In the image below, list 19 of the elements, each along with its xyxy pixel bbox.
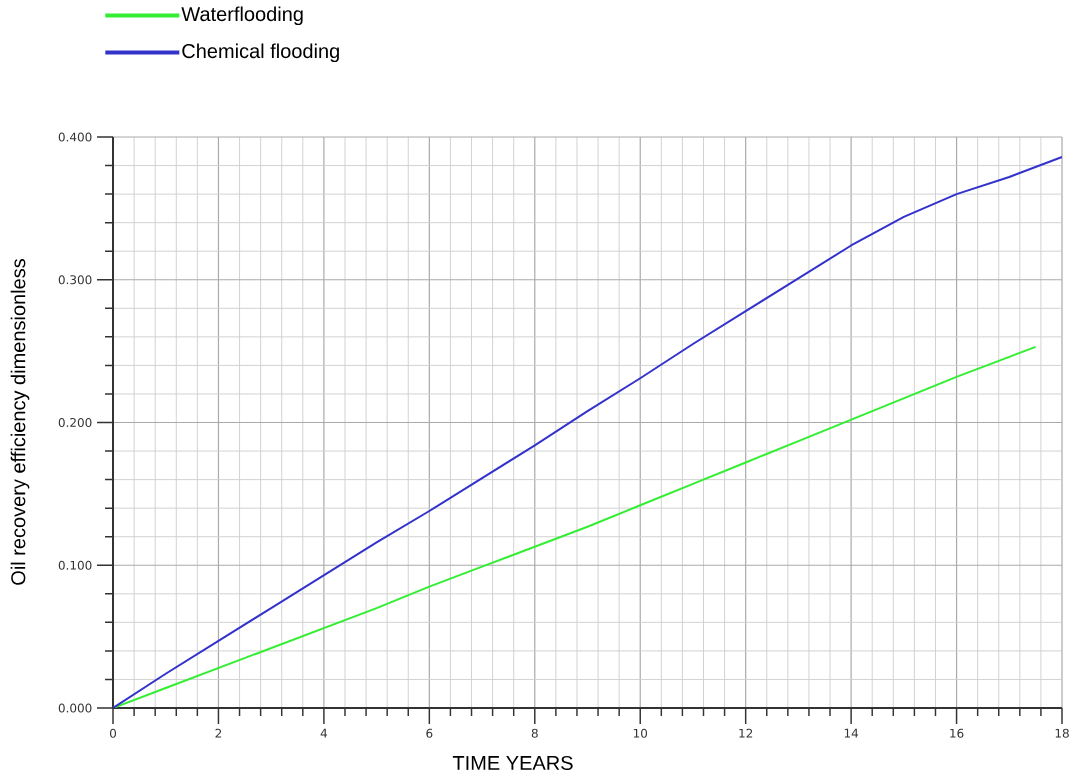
y-tick-label: 0.400 xyxy=(58,132,92,142)
x-tick-label: 4 xyxy=(320,728,328,738)
x-tick-label: 14 xyxy=(844,728,859,738)
x-tick-label: 10 xyxy=(633,728,648,738)
legend-label: Waterflooding xyxy=(181,6,303,26)
y-axis-title: Oil recovery efficiency dimensionless xyxy=(10,259,30,585)
x-tick-label: 8 xyxy=(531,728,538,738)
legend-label: Chemical flooding xyxy=(182,43,339,63)
y-tick-label: 0.200 xyxy=(58,417,92,428)
y-tick-label: 0.300 xyxy=(58,275,92,285)
x-tick-label: 12 xyxy=(739,728,753,738)
x-tick-label: 6 xyxy=(426,728,433,738)
x-tick-label: 16 xyxy=(950,728,964,738)
x-tick-label: 18 xyxy=(1055,728,1069,738)
x-axis-title: TIME YEARS xyxy=(452,755,573,771)
y-tick-label: 0.000 xyxy=(58,703,92,713)
y-tick-label: 0.100 xyxy=(58,560,92,570)
x-tick-label: 2 xyxy=(215,728,222,738)
x-tick-label: 0 xyxy=(109,728,117,738)
